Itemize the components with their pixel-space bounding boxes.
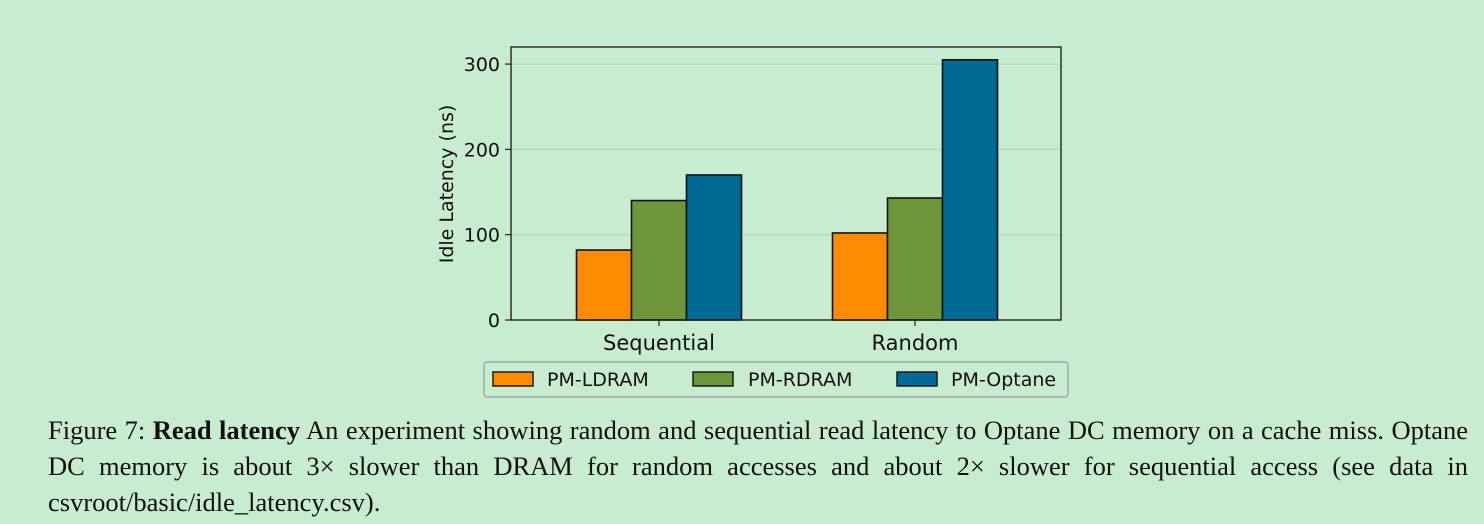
bar-pm-ldram-random [831,232,889,321]
caption-text: An experiment showing random and sequent… [48,415,1468,517]
plot-frame [510,46,1062,321]
legend-label-pm-rdram: PM-RDRAM [748,369,852,391]
caption-label: Figure 7: [48,415,146,445]
figure-caption: Figure 7: Read latency An experiment sho… [48,412,1468,520]
bar-pm-rdram-random [886,197,944,321]
legend-swatch-pm-optane [896,371,938,387]
x-tick-label: Sequential [603,331,715,355]
legend-frame [483,361,1069,398]
bar-pm-rdram-sequential [630,199,688,321]
caption-title: Read latency [152,415,301,445]
legend-swatch-pm-ldram [492,371,534,387]
legend-label-pm-ldram: PM-LDRAM [547,369,649,391]
y-tick-label: 100 [464,225,500,247]
bar-pm-ldram-sequential [575,249,633,321]
y-tick-label: 0 [488,310,500,332]
legend-swatch-pm-rdram [692,371,734,387]
legend: PM-LDRAM PM-RDRAM PM-Optane [483,361,1069,398]
x-tick-label: Random [872,331,959,355]
y-axis-ticks: 0 100 200 300 [464,54,511,332]
bars [575,58,999,321]
y-tick-label: 300 [464,54,500,76]
x-axis-ticks: Sequential Random [603,320,958,355]
bar-pm-optane-sequential [685,174,743,321]
bar-chart: 0 100 200 300 Sequential Random Idle Latency… [436,46,1069,398]
legend-label-pm-optane: PM-Optane [951,369,1056,391]
y-tick-label: 200 [464,139,500,161]
bar-pm-optane-random [941,58,999,321]
y-axis-label: Idle Latency (ns) [436,105,458,264]
